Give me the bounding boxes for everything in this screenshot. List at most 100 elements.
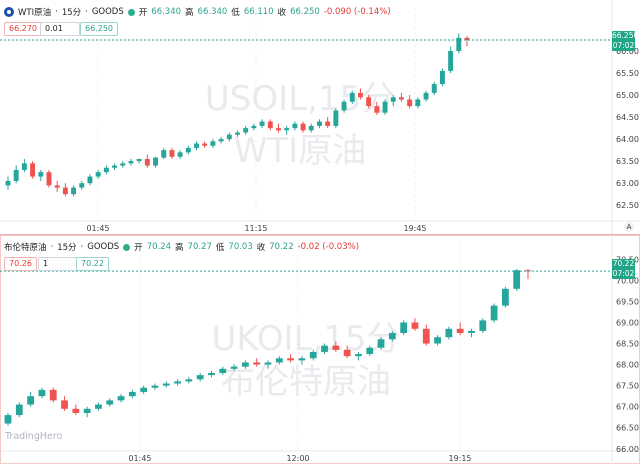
candle-body <box>218 139 224 142</box>
candle-body <box>210 141 216 146</box>
candle <box>174 379 181 386</box>
candle-body <box>54 185 60 188</box>
wti-quantity[interactable]: 0.01 <box>40 22 80 36</box>
candle <box>62 183 68 197</box>
market-open-icon <box>123 243 131 251</box>
candle <box>341 99 347 113</box>
candle <box>15 402 23 418</box>
brent-chart-svg[interactable]: UKOIL,15分布伦特原油70.5070.0069.5069.0068.506… <box>0 235 640 464</box>
x-tick-label: 19:15 <box>448 454 471 463</box>
wti-high-label: 高 <box>185 8 194 18</box>
candle <box>49 387 57 403</box>
brent-low-label: 低 <box>215 243 225 253</box>
candle-body <box>349 92 355 102</box>
candle-body <box>5 180 11 186</box>
wti-chart-svg[interactable]: USOIL,15分 WTI原油 66.00 65.50 65.00 64.50 64.00 6… <box>0 0 640 234</box>
chart-panel-wti[interactable]: USOIL,15分 WTI原油 66.00 65.50 65.00 64.50 64.00 6… <box>0 0 640 234</box>
chart-panel-brent[interactable]: UKOIL,15分布伦特原油70.5070.0069.5069.0068.506… <box>0 234 640 464</box>
candle <box>161 147 167 159</box>
candle-body <box>243 128 249 133</box>
candle-body <box>153 157 158 166</box>
candle <box>366 345 374 357</box>
candle <box>153 156 158 168</box>
y-tick-label: 65.00 <box>616 91 639 100</box>
candle-body <box>140 387 148 392</box>
y-tick-label: 63.00 <box>616 179 639 188</box>
x-tick-label: 12:00 <box>286 454 309 463</box>
candle-body <box>103 167 109 173</box>
brent-quantity[interactable]: 1 <box>38 257 78 271</box>
candle-body <box>357 92 363 98</box>
candle <box>106 398 114 407</box>
brent-high: 70.27 <box>187 242 212 252</box>
candle-body <box>398 97 404 100</box>
candle-body <box>136 158 142 162</box>
candle-body <box>276 128 281 131</box>
candle <box>151 383 159 390</box>
brent-interval[interactable]: 15分 <box>57 243 77 253</box>
candle-body <box>317 121 322 126</box>
candle-body <box>423 92 429 100</box>
brent-buy-price[interactable]: 70.22 <box>76 257 109 271</box>
candle-body <box>71 187 77 195</box>
candle-body <box>49 389 57 401</box>
branding-logo: TradingHero <box>5 431 63 442</box>
candle <box>423 90 429 102</box>
x-tick-label: 11:15 <box>244 224 267 233</box>
wti-symbol[interactable]: WTI原油 <box>18 8 52 18</box>
candle <box>202 141 208 148</box>
candle-body <box>479 320 487 331</box>
watermark-symbol: USOIL,15分 <box>205 79 395 119</box>
candle <box>208 370 215 378</box>
brent-close-label: 收 <box>256 243 266 253</box>
candle-body <box>434 337 441 344</box>
candle <box>95 169 101 179</box>
y-tick-label: 66.00 <box>616 47 639 56</box>
candle-body <box>4 415 12 424</box>
candle <box>332 341 340 352</box>
candle <box>439 68 445 87</box>
candle-body <box>411 322 419 329</box>
candle <box>177 150 183 159</box>
candle <box>128 158 134 166</box>
candle <box>30 161 36 179</box>
candle-body <box>202 143 208 146</box>
candle <box>4 413 12 426</box>
candle-body <box>46 172 52 186</box>
candle-body <box>128 161 134 164</box>
candle <box>120 161 126 168</box>
candle-body <box>333 110 339 126</box>
candle <box>87 174 93 186</box>
y-tick-label: 70.00 <box>616 276 639 285</box>
brent-open: 70.24 <box>146 242 172 252</box>
candle-body <box>325 121 331 126</box>
candle <box>72 404 80 416</box>
brent-symbol[interactable]: 布伦特原油 <box>4 243 47 253</box>
wti-auto-scale-button[interactable]: A <box>624 222 634 232</box>
candle <box>46 169 52 188</box>
candle-body <box>464 37 470 41</box>
candle <box>112 163 118 170</box>
wti-interval[interactable]: 15分 <box>61 8 82 18</box>
candle <box>196 373 204 382</box>
brent-sell-price[interactable]: 70.26 <box>4 257 37 271</box>
candle-body <box>308 125 314 131</box>
candle <box>407 95 413 109</box>
brent-last-price: 70.22 <box>612 259 635 268</box>
candle-body <box>196 375 204 380</box>
candle <box>490 303 498 323</box>
candle <box>38 387 46 399</box>
candle-body <box>185 379 193 382</box>
candle <box>456 33 462 54</box>
candle <box>251 123 257 131</box>
wti-sell-price[interactable]: 66.270 <box>4 22 42 36</box>
candle <box>275 356 283 365</box>
candle-body <box>300 123 306 131</box>
candle-body <box>87 176 93 184</box>
candle-body <box>253 362 261 365</box>
candle <box>355 351 362 361</box>
candle <box>287 354 294 363</box>
candle-body <box>366 347 374 355</box>
candle <box>162 381 170 388</box>
wti-buy-price[interactable]: 66.250 <box>80 22 118 36</box>
